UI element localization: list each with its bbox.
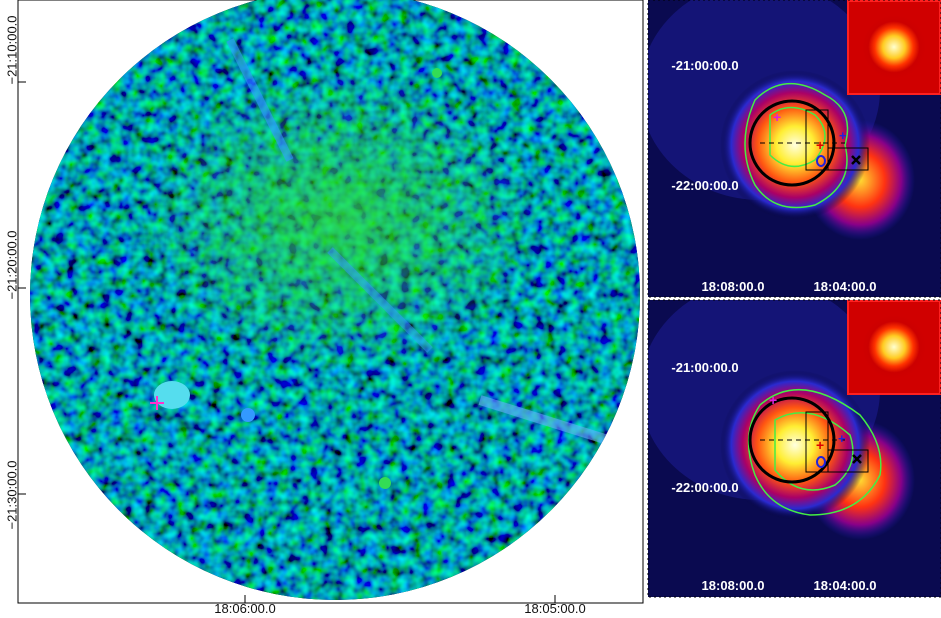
svg-text:+: + — [816, 137, 824, 153]
marker — [150, 396, 164, 410]
svg-text:+: + — [838, 431, 846, 446]
svg-text:+: + — [839, 128, 847, 143]
x-label: 18:05:00.0 — [524, 601, 585, 616]
xray-image — [30, 0, 640, 600]
svg-text:+: + — [773, 109, 781, 125]
x-label: 18:04:00.0 — [814, 279, 877, 294]
x-label: 18:04:00.0 — [814, 578, 877, 593]
svg-text:+: + — [816, 437, 824, 453]
right-panel: + + + -21:00:00.0 -22:00:00.0 18:08:00.0… — [648, 300, 941, 597]
y-label: -22:00:00.0 — [671, 480, 738, 495]
left-panel: −21:10:00.0 −21:20:00.0 −21:30:00.0 18:0… — [4, 0, 644, 616]
y-label: −21:30:00.0 — [4, 460, 19, 529]
svg-text:+: + — [769, 392, 777, 408]
y-label: −21:20:00.0 — [4, 230, 19, 299]
frame — [647, 0, 941, 298]
y-label: −21:10:00.0 — [4, 15, 19, 84]
right-panel: + + + -21:00:00.0 -22:00:00.0 18:08:00.0… — [648, 0, 941, 297]
frame — [647, 299, 941, 598]
x-label: 18:06:00.0 — [214, 601, 275, 616]
y-label: -21:00:00.0 — [671, 58, 738, 73]
x-label: 18:08:00.0 — [702, 279, 765, 294]
x-label: 18:08:00.0 — [702, 578, 765, 593]
y-label: -21:00:00.0 — [671, 360, 738, 375]
y-label: -22:00:00.0 — [671, 178, 738, 193]
